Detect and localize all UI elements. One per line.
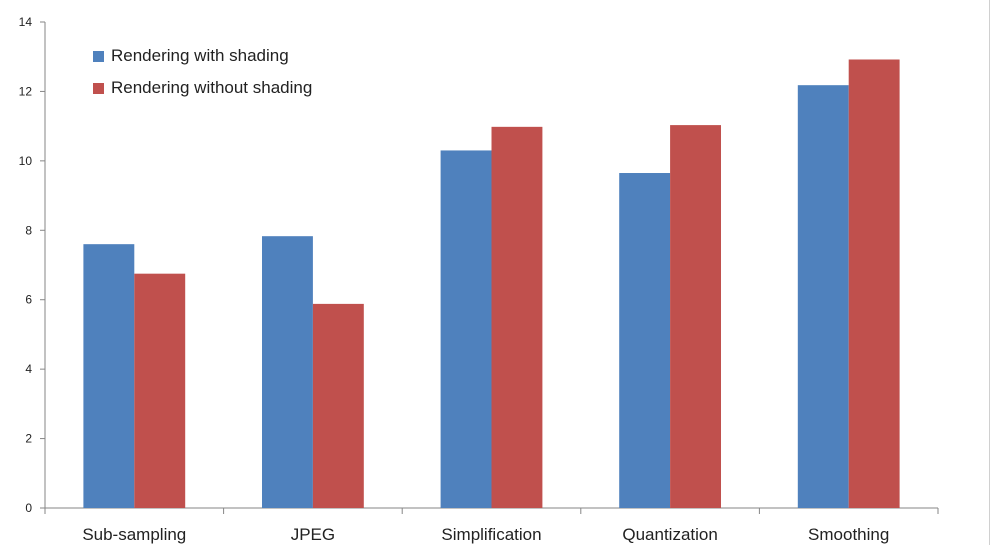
bar-without-shading [312, 303, 364, 508]
legend: Rendering with shading Rendering without… [93, 40, 312, 104]
category-label: Simplification [441, 525, 541, 544]
legend-item-series-1: Rendering with shading [93, 40, 312, 72]
category-label: JPEG [291, 525, 335, 544]
y-tick-label: 6 [25, 293, 32, 307]
bar-with-shading [261, 236, 313, 509]
y-axis: 0 2 4 6 8 10 12 14 [19, 15, 46, 515]
y-tick-label: 8 [25, 223, 32, 237]
category-label: Quantization [622, 525, 717, 544]
bar-with-shading [797, 85, 849, 509]
bar-with-shading [440, 150, 492, 508]
bar-with-shading [619, 173, 671, 508]
legend-swatch [93, 50, 104, 62]
category-label: Smoothing [808, 525, 889, 544]
bar-without-shading [670, 125, 722, 508]
legend-label: Rendering without shading [111, 78, 313, 97]
y-tick-label: 0 [25, 501, 32, 515]
y-tick-label: 14 [19, 15, 33, 29]
bars [83, 59, 900, 509]
category-label: Sub-sampling [82, 525, 186, 544]
y-tick-label: 2 [25, 432, 32, 446]
bar-with-shading [83, 244, 135, 508]
y-tick-label: 12 [19, 84, 33, 98]
legend-swatch [93, 82, 104, 94]
bar-without-shading [491, 126, 543, 508]
y-tick-label: 10 [19, 154, 33, 168]
legend-item-series-2: Rendering without shading [93, 72, 312, 104]
legend-label: Rendering with shading [111, 46, 289, 65]
y-tick-label: 4 [25, 362, 32, 376]
bar-without-shading [848, 59, 900, 509]
x-axis: Sub-sampling JPEG Simplification Quantizati… [44, 507, 939, 544]
bar-without-shading [134, 273, 186, 508]
